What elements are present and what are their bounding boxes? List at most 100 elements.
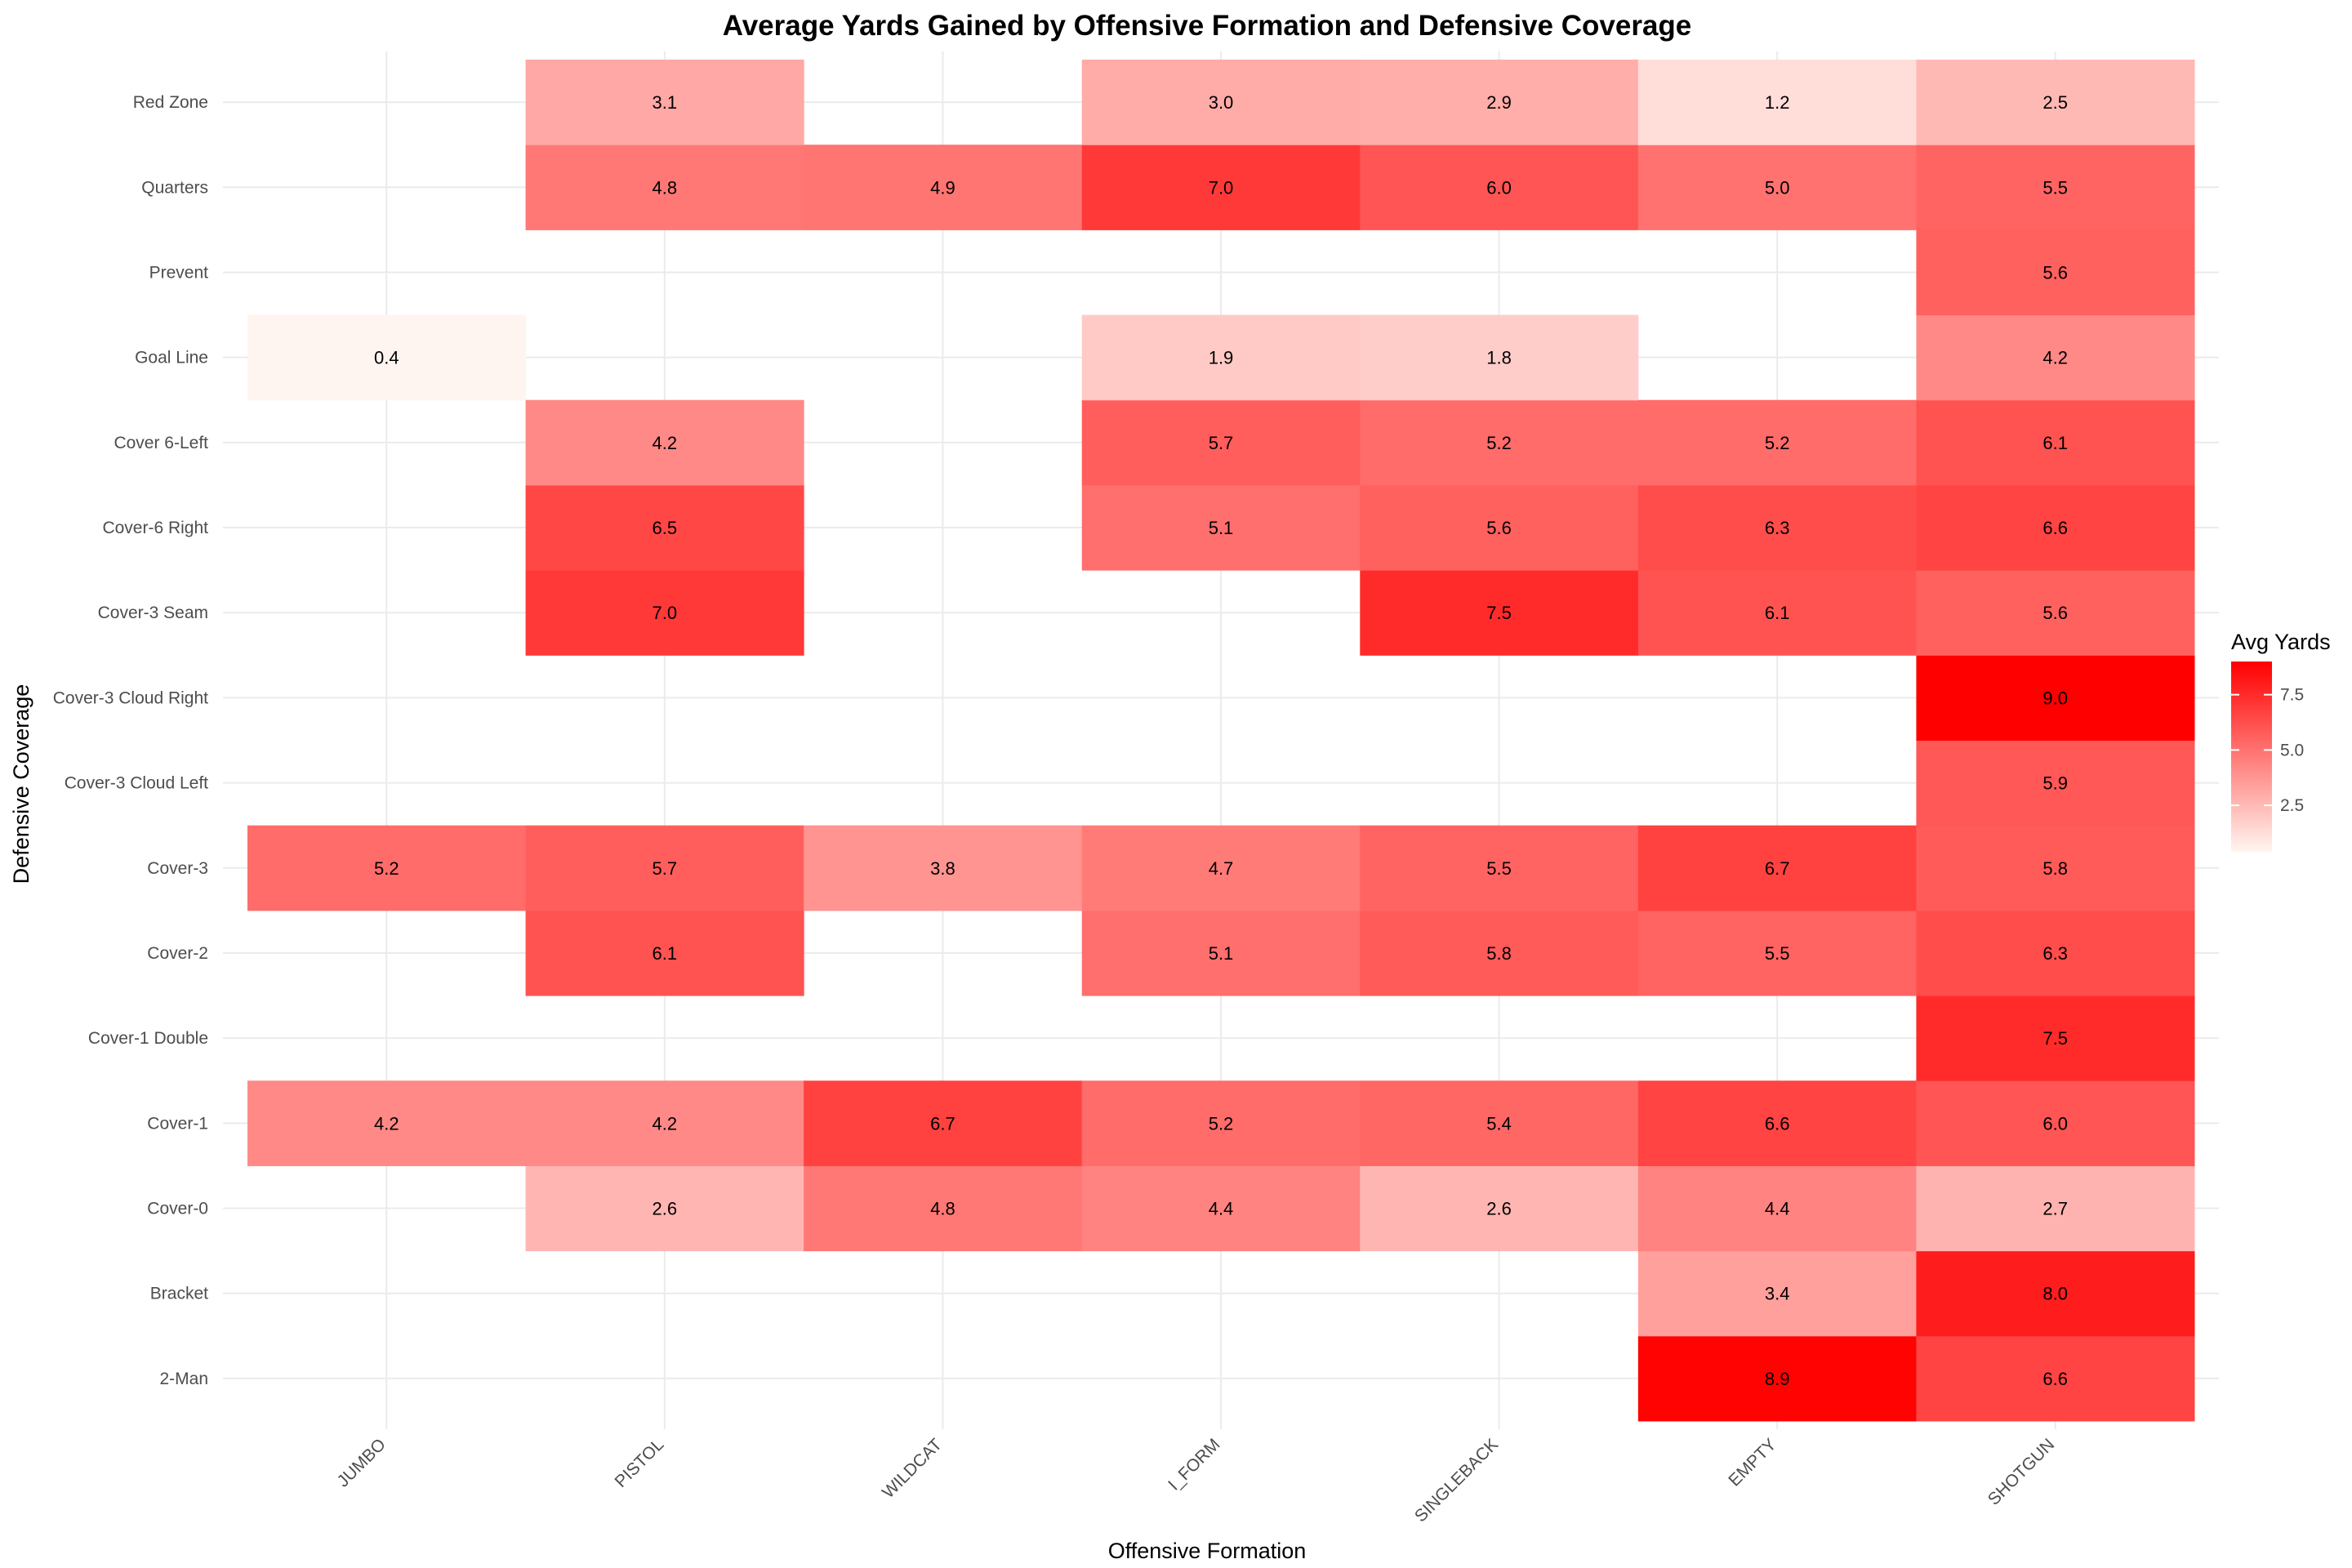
cell-value-label: 5.0 xyxy=(1765,177,1790,198)
cell-value-labels: 8.9 6.6 3.4 8.0 2.6 4.8 4.4 2.6 4.4 2.7 4.2 4.2 6.7 5… xyxy=(374,92,2068,1389)
cell-value-label: 5.7 xyxy=(1209,433,1234,453)
legend-tick-label: 5.0 xyxy=(2280,741,2304,760)
heatmap-cell xyxy=(1360,399,1639,486)
heatmap-cell xyxy=(1916,910,2195,996)
x-tick-label: WILDCAT xyxy=(879,1435,946,1502)
cell-value-label: 4.4 xyxy=(1765,1199,1790,1219)
cell-value-label: 6.0 xyxy=(2042,1113,2068,1134)
heatmap-cell xyxy=(804,1080,1083,1166)
x-tick-label: SINGLEBACK xyxy=(1411,1435,1502,1526)
x-tick-label: I_FORM xyxy=(1165,1435,1223,1494)
heatmap-cell xyxy=(1081,825,1361,911)
cell-value-label: 6.1 xyxy=(653,943,678,964)
cell-value-label: 1.8 xyxy=(1486,348,1512,368)
heatmap-cell xyxy=(247,825,527,911)
cell-value-label: 5.8 xyxy=(2042,858,2068,879)
x-tick-label: PISTOL xyxy=(612,1435,668,1491)
cell-value-label: 3.8 xyxy=(930,858,956,879)
cell-value-label: 6.6 xyxy=(2042,1369,2068,1389)
y-tick-label: Bracket xyxy=(150,1285,208,1303)
cell-value-label: 1.2 xyxy=(1765,92,1790,113)
heatmap-cell xyxy=(525,1165,804,1252)
heatmap-cell xyxy=(1081,1165,1361,1252)
y-tick-label: Prevent xyxy=(149,263,209,282)
x-axis-title: Offensive Formation xyxy=(1108,1539,1307,1563)
heatmap-cell xyxy=(1081,399,1361,486)
cell-value-label: 8.9 xyxy=(1765,1369,1790,1389)
y-axis-title: Defensive Coverage xyxy=(9,684,33,884)
heatmap-cells xyxy=(247,60,2195,1422)
heatmap-cell xyxy=(525,570,804,656)
heatmap-cell xyxy=(247,1080,527,1166)
cell-value-label: 2.7 xyxy=(2042,1199,2068,1219)
cell-value-label: 4.2 xyxy=(374,1113,399,1134)
heatmap-cell xyxy=(1637,1080,1917,1166)
cell-value-label: 9.0 xyxy=(2042,688,2068,708)
heatmap-cell xyxy=(1916,399,2195,486)
y-tick-label: Cover-2 xyxy=(147,944,208,963)
cell-value-label: 2.6 xyxy=(1486,1199,1512,1219)
heatmap-cell xyxy=(1360,1165,1639,1252)
heatmap-cell xyxy=(1360,570,1639,656)
heatmap-cell xyxy=(1916,1250,2195,1337)
heatmap-cell xyxy=(1637,825,1917,911)
cell-value-label: 5.5 xyxy=(2042,177,2068,198)
heatmap-cell xyxy=(1637,60,1917,145)
legend-tick-label: 7.5 xyxy=(2280,686,2304,705)
chart-title: Average Yards Gained by Offensive Format… xyxy=(723,10,1692,42)
heatmap-cell xyxy=(1916,825,2195,911)
heatmap-cell xyxy=(1916,996,2195,1081)
cell-value-label: 4.2 xyxy=(2042,348,2068,368)
cell-value-label: 8.0 xyxy=(2042,1284,2068,1304)
heatmap-cell xyxy=(1637,145,1917,230)
heatmap-cell xyxy=(1081,910,1361,996)
cell-value-label: 5.9 xyxy=(2042,773,2068,794)
x-tick-label: JUMBO xyxy=(334,1435,390,1490)
cell-value-label: 7.0 xyxy=(1209,177,1234,198)
cell-value-label: 4.7 xyxy=(1209,858,1234,879)
heatmap-cell xyxy=(1081,314,1361,401)
heatmap-cell xyxy=(1916,314,2195,401)
heatmap-cell xyxy=(1916,484,2195,571)
cell-value-label: 4.8 xyxy=(930,1199,956,1219)
cell-value-label: 5.8 xyxy=(1486,943,1512,964)
cell-value-label: 2.6 xyxy=(653,1199,678,1219)
cell-value-label: 4.4 xyxy=(1209,1199,1234,1219)
heatmap-cell xyxy=(1916,740,2195,826)
cell-value-label: 6.1 xyxy=(1765,603,1790,623)
heatmap-cell xyxy=(1081,1080,1361,1166)
y-tick-label: Cover-0 xyxy=(147,1200,208,1218)
cell-value-label: 6.7 xyxy=(1765,858,1790,879)
heatmap-cell xyxy=(525,1080,804,1166)
heatmap-cell xyxy=(525,825,804,911)
heatmap-cell xyxy=(1637,1250,1917,1337)
cell-value-label: 6.6 xyxy=(2042,518,2068,538)
heatmap-cell xyxy=(1081,60,1361,145)
y-tick-label: Cover-3 Cloud Right xyxy=(53,688,208,707)
heatmap-cell xyxy=(1637,570,1917,656)
cell-value-label: 3.0 xyxy=(1209,92,1234,113)
heatmap-cell xyxy=(1360,314,1639,401)
cell-value-label: 7.5 xyxy=(2042,1028,2068,1049)
cell-value-label: 5.6 xyxy=(1486,518,1512,538)
cell-value-label: 5.6 xyxy=(2042,603,2068,623)
cell-value-label: 5.4 xyxy=(1486,1113,1512,1134)
cell-value-label: 5.1 xyxy=(1209,943,1234,964)
heatmap-cell xyxy=(804,1165,1083,1252)
heatmap-cell xyxy=(525,145,804,230)
heatmap-cell xyxy=(1916,60,2195,145)
cell-value-label: 6.3 xyxy=(1765,518,1790,538)
legend-tick-label: 2.5 xyxy=(2280,796,2304,815)
y-tick-label: Red Zone xyxy=(133,93,208,112)
heatmap-cell xyxy=(804,145,1083,230)
cell-value-label: 6.1 xyxy=(2042,433,2068,453)
heatmap-cell xyxy=(525,910,804,996)
heatmap-cell xyxy=(1360,910,1639,996)
heatmap-cell xyxy=(1360,1080,1639,1166)
cell-value-label: 4.9 xyxy=(930,177,956,198)
heatmap-cell xyxy=(525,484,804,571)
heatmap-cell xyxy=(525,60,804,145)
heatmap-cell xyxy=(525,399,804,486)
cell-value-label: 5.6 xyxy=(2042,262,2068,283)
y-tick-label: Cover-3 xyxy=(147,859,208,878)
